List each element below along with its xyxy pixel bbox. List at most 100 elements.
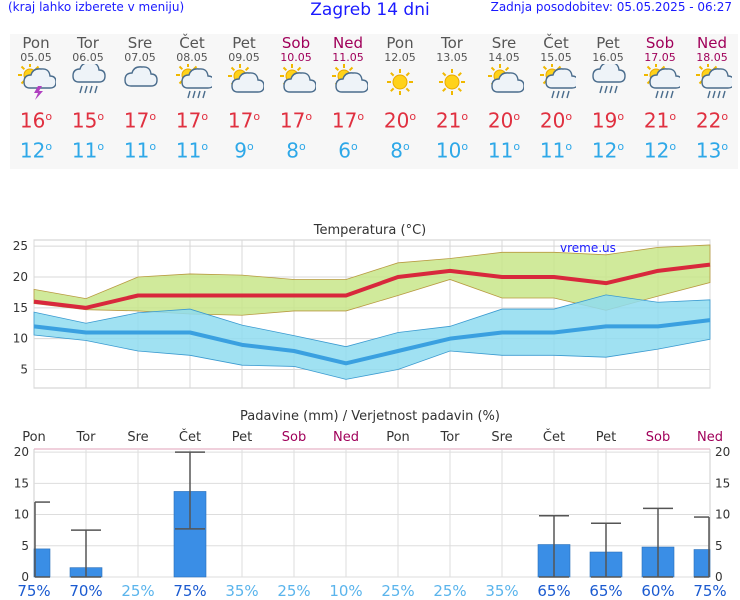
max-temperature: 20o [530,104,582,134]
day-name: Ned [333,34,363,52]
watermark: vreme.us [560,241,616,255]
degree-symbol: o [669,110,677,123]
degree-symbol: o [45,139,53,153]
max-temperature: 17o [114,104,166,134]
x-category-label: Pon [22,430,46,445]
x-category-label: Sob [646,430,670,445]
degree-symbol: o [565,139,573,153]
max-temperature-value: 20 [383,108,410,133]
day-column: Pet 09.05 17o 9o [218,34,270,163]
day-date: 17.05 [644,51,676,64]
max-temperature-band [33,244,711,316]
min-temperature: 12o [634,134,686,164]
day-column: Ned 18.05 22o 13o [686,34,738,163]
min-temperature-line [33,318,711,366]
rain-cloud-icon [72,64,106,94]
day-name: Sre [491,34,517,52]
min-temperature: 13o [686,134,738,164]
x-category-label: Tor [75,430,96,445]
y-tick-label-left: 20 [14,445,29,459]
x-category-label: Sre [491,430,512,445]
day-column: Čet 08.05 17o 11o [166,34,218,163]
precipitation-probability: 65% [589,582,622,600]
day-column: Sre 14.05 20o 11o [478,34,530,163]
max-temperature: 19o [582,104,634,134]
max-temperature-line [33,262,711,310]
day-column: Čet 15.05 20o 11o [530,34,582,163]
degree-symbol: o [253,110,261,123]
degree-symbol: o [461,110,469,123]
precipitation-probability: 25% [433,582,466,600]
day-date: 05.05 [20,51,52,64]
max-temperature-value: 21 [643,108,670,133]
day-name: Sre [127,34,153,52]
degree-symbol: o [461,139,469,153]
degree-symbol: o [409,110,417,123]
precipitation-probability: 25% [381,582,414,600]
day-date: 16.05 [592,51,624,64]
degree-symbol: o [721,139,729,153]
day-name: Sob [281,34,311,52]
precipitation-probability: 75% [693,582,726,600]
max-temperature-value: 15 [71,108,98,133]
degree-symbol: o [357,110,365,123]
min-temperature: 11o [530,134,582,164]
min-temperature: 11o [166,134,218,164]
min-temperature: 6o [322,134,374,164]
max-temperature: 21o [426,104,478,134]
day-name: Tor [77,34,99,52]
day-name: Tor [441,34,463,52]
sun-rain-icon [176,64,212,99]
max-temperature-value: 22 [695,108,722,133]
day-column: Ned 11.05 17o 6o [322,34,374,163]
precipitation-probability: 60% [641,582,674,600]
max-temperature-value: 17 [279,108,306,133]
day-column: Sob 17.05 21o 12o [634,34,686,163]
max-temperature: 16o [10,104,62,134]
x-category-label: Sob [282,430,306,445]
min-temperature-value: 8 [286,138,299,163]
x-category-label: Sre [127,430,148,445]
day-name: Ned [697,34,727,52]
precipitation-chart: Padavine (mm) / Verjetnost padavin (%) Po… [14,409,731,600]
max-temperature: 20o [374,104,426,134]
day-date: 12.05 [384,51,416,64]
day-date: 14.05 [488,51,520,64]
degree-symbol: o [45,110,53,123]
day-date: 10.05 [280,51,312,64]
degree-symbol: o [201,139,209,153]
min-temperature-value: 11 [123,138,150,163]
max-temperature-value: 20 [487,108,514,133]
y-tick-label: 20 [13,270,28,284]
precipitation-probability: 35% [485,582,518,600]
sun-cloud-icon [280,64,316,93]
y-tick-label-right: 5 [715,539,723,553]
min-temperature: 12o [582,134,634,164]
chart-title: Padavine (mm) / Verjetnost padavin (%) [240,409,500,424]
day-column: Tor 06.05 15o 11o [62,34,114,163]
day-column: Pon 12.05 20o 8o [374,34,426,163]
min-temperature-value: 9 [234,138,247,163]
min-temperature: 8o [374,134,426,164]
y-tick-label-right: 15 [715,476,730,490]
precipitation-probability: 35% [225,582,258,600]
y-tick-label: 5 [20,363,28,377]
y-tick-label-right: 10 [715,508,730,522]
degree-symbol: o [513,139,521,153]
degree-symbol: o [617,110,625,123]
degree-symbol: o [721,110,729,123]
sun-cloud-icon [488,64,524,93]
degree-symbol: o [513,110,521,123]
min-temperature-value: 8 [390,138,403,163]
day-date: 09.05 [228,51,260,64]
day-name: Pet [232,34,256,52]
rain-cloud-icon [592,64,626,94]
day-name: Sob [645,34,675,52]
max-temperature-value: 17 [331,108,358,133]
degree-symbol: o [149,110,157,123]
last-update: Zadnja posodobitev: 05.05.2025 - 06:27 [490,0,732,14]
day-column: Sob 10.05 17o 8o [270,34,322,163]
min-temperature-value: 10 [435,138,462,163]
sun-icon [439,69,465,95]
min-temperature: 8o [270,134,322,164]
